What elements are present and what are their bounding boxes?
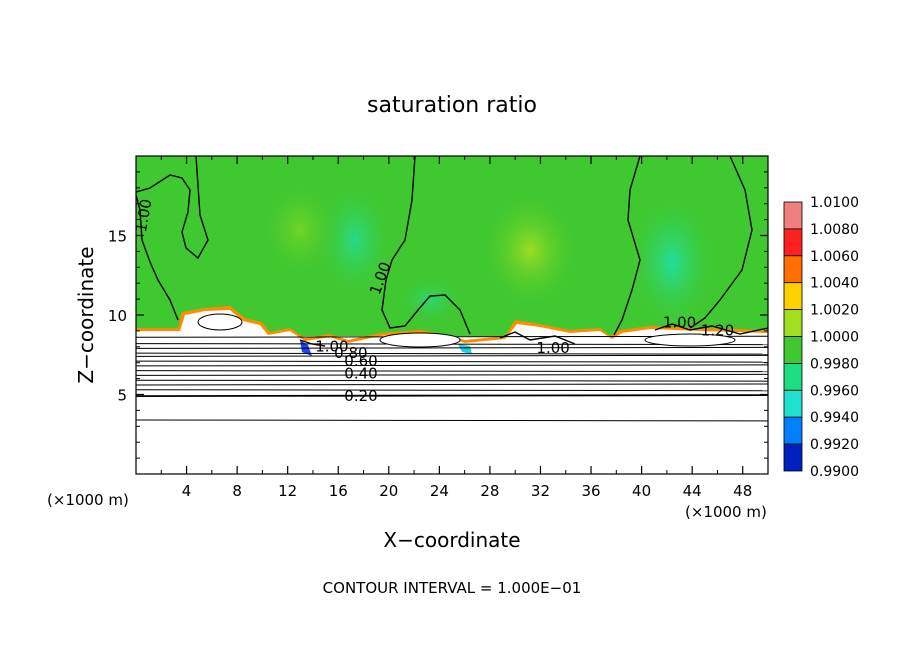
contour-interval-note: CONTOUR INTERVAL = 1.000E−01 xyxy=(323,579,582,597)
x-tick-label: 36 xyxy=(581,482,600,500)
colorbar-label: 0.9940 xyxy=(810,410,859,426)
contour-line xyxy=(136,419,768,422)
x-tick-label: 32 xyxy=(531,482,550,500)
colorbar-swatch xyxy=(783,362,803,391)
contour-line xyxy=(136,360,768,363)
x-unit-right: (×1000 m) xyxy=(685,503,767,521)
contour-line xyxy=(136,352,768,355)
x-tick-label: 28 xyxy=(480,482,499,500)
undersaturated-region xyxy=(136,310,768,474)
colorbar-swatch xyxy=(783,443,803,472)
contour-line xyxy=(136,346,768,349)
colorbar-swatch xyxy=(783,309,803,337)
contour-line xyxy=(136,354,768,357)
contour-line xyxy=(136,370,768,373)
colorbar: 1.0100 1.0080 1.0060 1.0040 1.0020 1.0000 0.99… xyxy=(783,195,859,480)
colorbar-swatch xyxy=(783,336,803,364)
colorbar-label: 0.9900 xyxy=(810,464,859,480)
x-tick-label: 24 xyxy=(430,482,449,500)
y-tick-label: 15 xyxy=(108,228,127,246)
x-axis-title: X−coordinate xyxy=(383,528,520,552)
colorbar-swatch xyxy=(783,201,803,230)
contour-line xyxy=(136,364,768,367)
x-tick-label: 44 xyxy=(683,482,702,500)
contour-line xyxy=(136,373,768,376)
contour-label: 1.00 xyxy=(663,314,696,332)
field-patch-yellow xyxy=(480,190,580,310)
field-patch-teal xyxy=(395,275,465,325)
colorbar-swatch xyxy=(783,416,803,445)
x-tick-label: 12 xyxy=(278,482,297,500)
x-tick-label: 8 xyxy=(232,482,242,500)
contour-labels: 1.001.001.00 1.201.001.000.800.600.400.20 xyxy=(132,198,734,405)
contour-line xyxy=(136,394,768,397)
x-tick-label: 16 xyxy=(329,482,348,500)
field-patch-yellow xyxy=(260,180,340,280)
colorbar-label: 1.0020 xyxy=(810,303,859,319)
y-axis-title: Z−coordinate xyxy=(74,246,98,383)
colorbar-label: 1.0000 xyxy=(810,330,859,346)
x-tick-label: 48 xyxy=(733,482,752,500)
contour-label: 0.60 xyxy=(344,352,377,370)
contour-line xyxy=(136,379,768,382)
colorbar-label: 0.9980 xyxy=(810,356,859,372)
field-patch-teal xyxy=(627,192,717,332)
chart-title: saturation ratio xyxy=(367,93,537,118)
colorbar-label: 0.9920 xyxy=(810,437,859,453)
colorbar-label: 1.0060 xyxy=(810,249,859,265)
contour-label: 1.00 xyxy=(132,198,156,234)
colorbar-label: 1.0040 xyxy=(810,276,859,292)
colorbar-label: 1.0080 xyxy=(810,222,859,238)
x-axis: 4 8 12 16 20 24 28 32 36 40 44 48 xyxy=(160,156,752,500)
contour-line xyxy=(136,389,768,392)
x-unit-left: (×1000 m) xyxy=(47,491,129,509)
contour-label: 0.80 xyxy=(334,344,367,362)
colorbar-label: 1.0100 xyxy=(810,195,859,211)
cloud-patch xyxy=(197,313,243,331)
y-tick-label: 5 xyxy=(117,387,127,405)
colorbar-swatch xyxy=(783,255,803,284)
dry-patch-cyan xyxy=(458,344,472,354)
colorbar-swatch xyxy=(783,389,803,418)
y-tick-label: 10 xyxy=(108,307,127,325)
contour-label: 0.40 xyxy=(344,365,377,383)
colorbar-swatch xyxy=(783,282,803,311)
colorbar-swatch xyxy=(783,228,803,257)
x-tick-label: 40 xyxy=(632,482,651,500)
contour-label: 1.20 xyxy=(701,322,734,340)
x-tick-label: 4 xyxy=(182,482,192,500)
cloud-patch xyxy=(644,333,736,347)
y-axis: 5 10 15 xyxy=(108,171,768,459)
x-tick-label: 20 xyxy=(379,482,398,500)
contour-lines xyxy=(136,156,768,347)
colorbar-label: 0.9960 xyxy=(810,383,859,399)
contour-label: 1.00 xyxy=(536,339,569,357)
contour-label: 1.00 xyxy=(315,338,348,356)
contour-label: 0.20 xyxy=(344,387,377,405)
contour-line xyxy=(136,383,768,386)
cloud-patch xyxy=(379,332,461,348)
plot-area xyxy=(136,156,768,474)
